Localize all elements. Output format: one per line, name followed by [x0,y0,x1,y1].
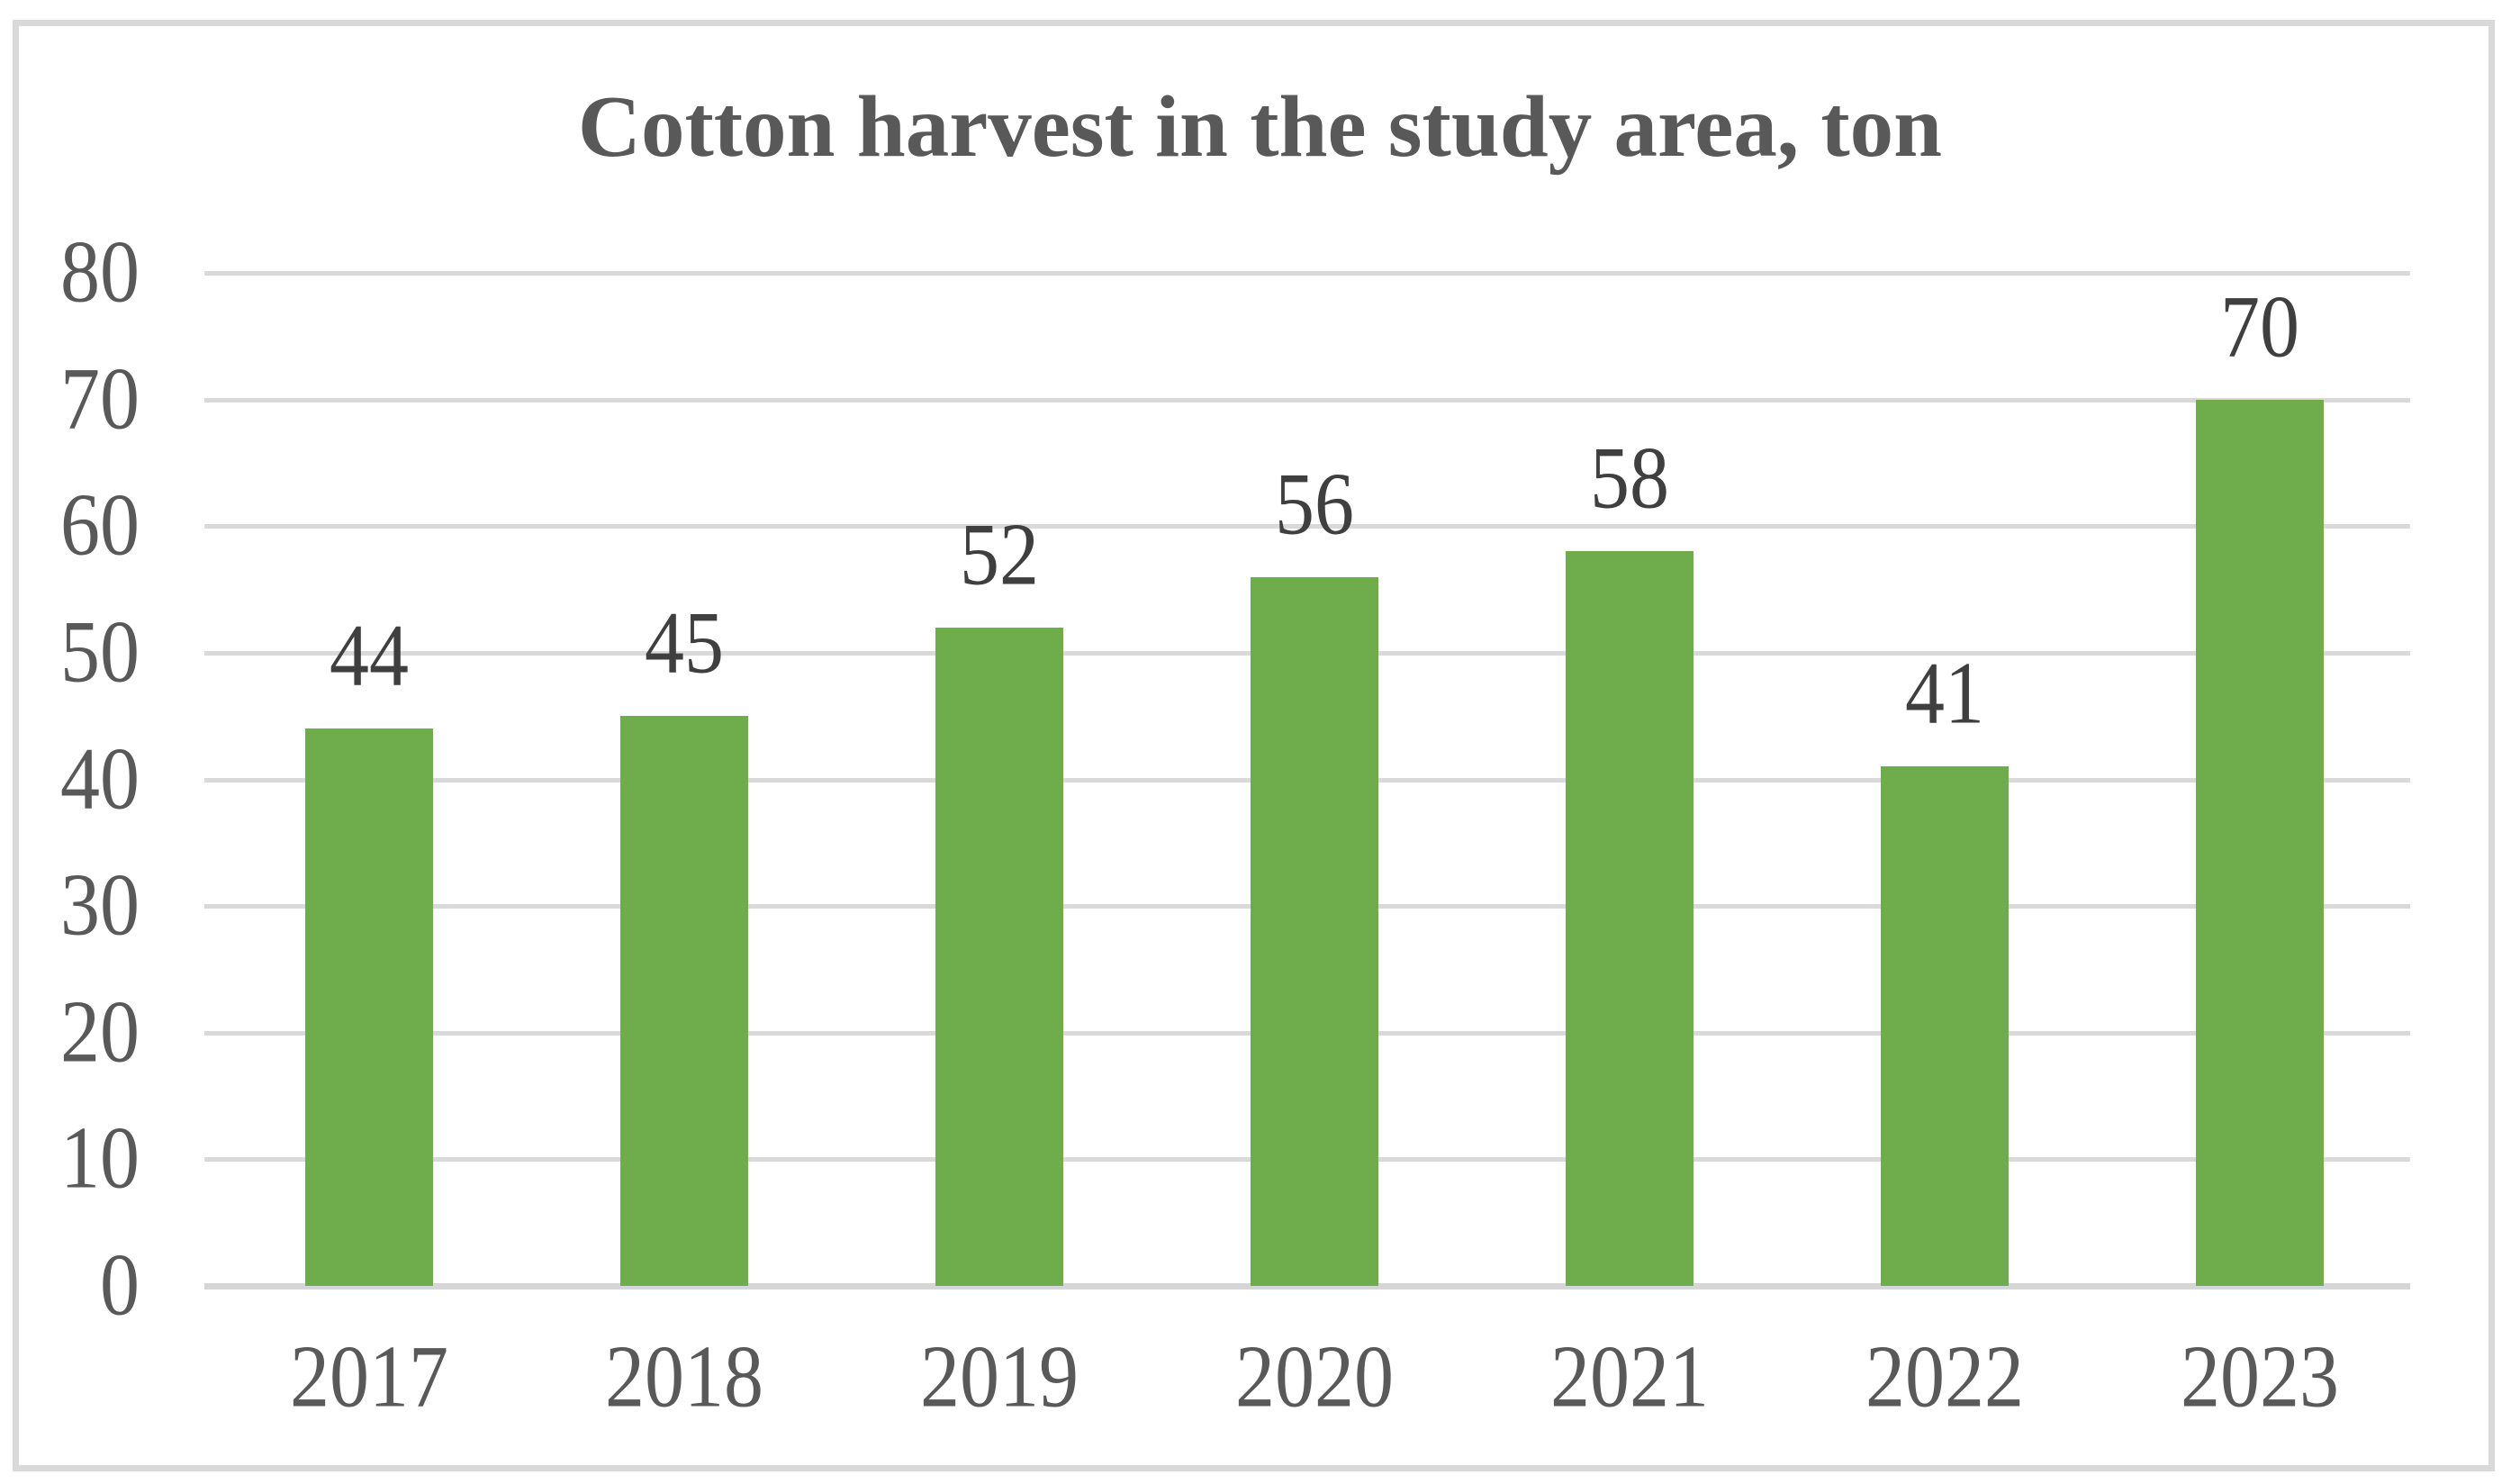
bar-value-label-2019: 52 [960,505,1039,604]
bar-2021 [1566,551,1694,1286]
bar-value-label-2017: 44 [330,607,409,706]
x-category-label-2021: 2021 [1550,1328,1709,1426]
gridline-60 [204,524,2410,529]
x-category-label-2020: 2020 [1235,1328,1394,1426]
y-tick-label-80: 80 [60,223,140,321]
x-axis-line [204,1283,2410,1289]
y-tick-label-50: 50 [60,602,140,701]
bar-2018 [620,716,748,1286]
bar-value-label-2022: 41 [1905,645,1984,744]
bar-value-label-2023: 70 [2220,277,2299,376]
x-category-label-2019: 2019 [920,1328,1079,1426]
x-category-label-2023: 2023 [2181,1328,2339,1426]
y-tick-label-0: 0 [100,1236,140,1335]
y-tick-label-30: 30 [60,856,140,955]
x-category-label-2018: 2018 [605,1328,763,1426]
bar-2022 [1881,766,2009,1286]
bar-value-label-2018: 45 [645,594,724,692]
x-category-label-2022: 2022 [1865,1328,2024,1426]
bar-2020 [1251,576,1378,1286]
chart-title: Cotton harvest in the study area, ton [577,78,1943,175]
gridline-80 [204,271,2410,276]
y-tick-label-70: 70 [60,349,140,448]
y-tick-label-60: 60 [60,476,140,575]
y-tick-label-10: 10 [60,1109,140,1208]
bar-2023 [2196,399,2324,1286]
gridline-70 [204,397,2410,403]
chart-outer-frame [13,20,2495,1471]
bar-2019 [935,627,1063,1286]
bar-value-label-2021: 58 [1590,430,1669,529]
y-tick-label-20: 20 [60,982,140,1081]
y-tick-label-40: 40 [60,729,140,828]
bar-value-label-2020: 56 [1275,455,1354,554]
bar-2017 [305,728,433,1286]
x-category-label-2017: 2017 [290,1328,448,1426]
